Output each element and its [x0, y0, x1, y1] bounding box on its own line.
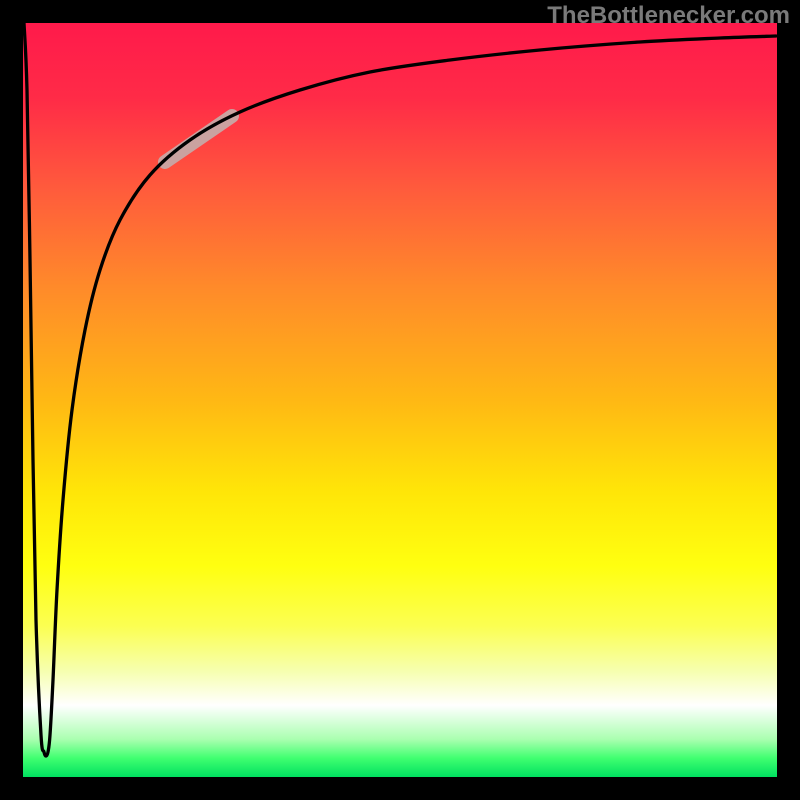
bottleneck-chart: [0, 0, 800, 800]
attribution-label: TheBottlenecker.com: [547, 2, 790, 30]
gradient-background: [23, 23, 777, 777]
